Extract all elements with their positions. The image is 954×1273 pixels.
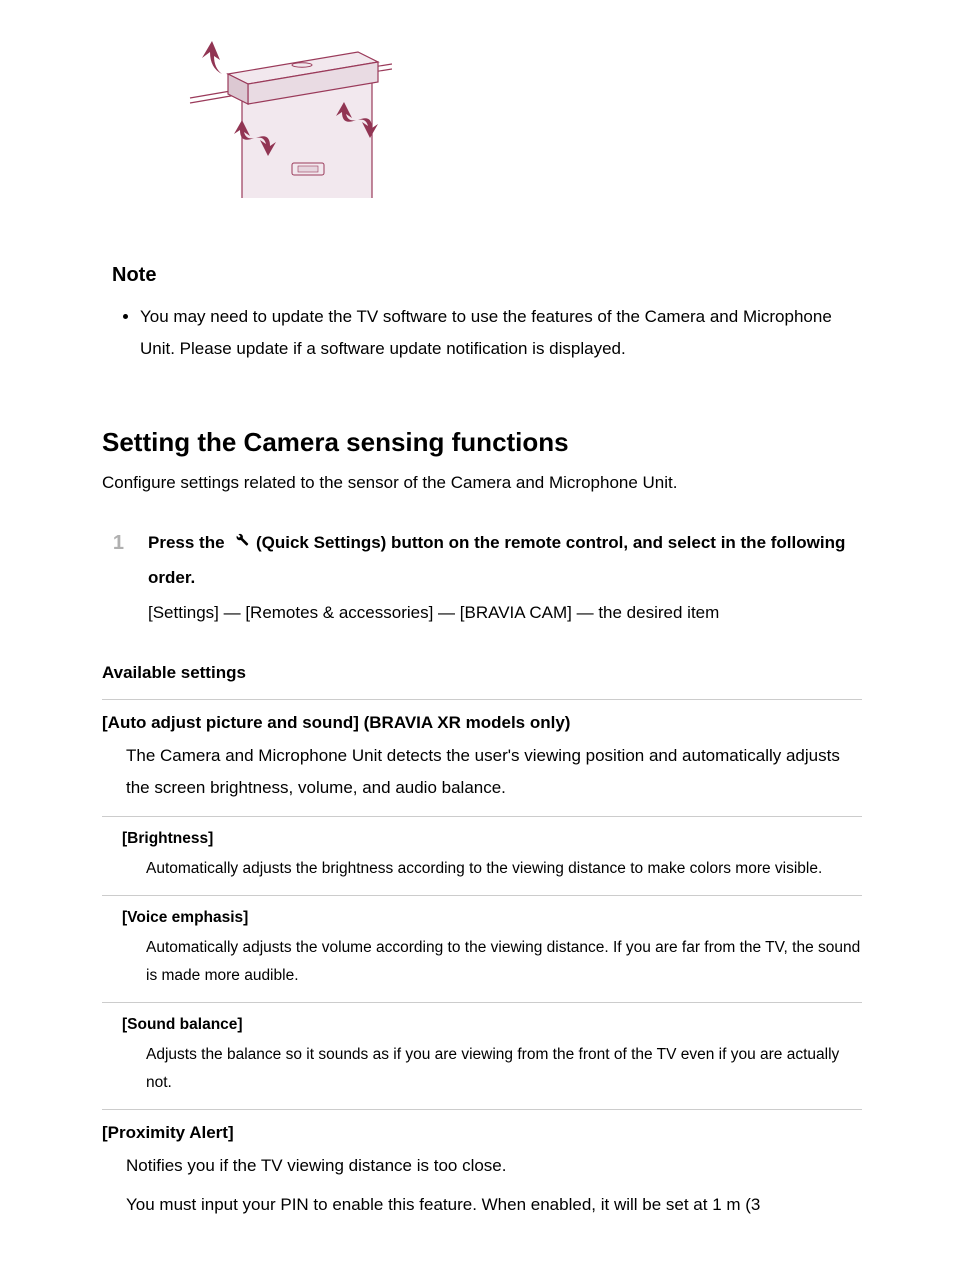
step-pre: Press the — [148, 533, 229, 552]
setting-desc-2: You must input your PIN to enable this f… — [126, 1189, 862, 1221]
step-1: 1 Press the (Quick Settings) button on t… — [102, 526, 862, 626]
setting-auto-adjust: [Auto adjust picture and sound] (BRAVIA … — [102, 699, 862, 817]
page: Note You may need to update the TV softw… — [0, 38, 954, 1273]
section-lead: Configure settings related to the sensor… — [102, 470, 862, 496]
setting-desc: Adjusts the balance so it sounds as if y… — [146, 1041, 862, 1097]
available-settings-heading: Available settings — [102, 660, 862, 686]
setting-desc: Automatically adjusts the brightness acc… — [146, 855, 862, 883]
camera-unit-illustration — [162, 38, 392, 198]
step-body: Press the (Quick Settings) button on the… — [148, 526, 862, 626]
note-list-item: You may need to update the TV software t… — [140, 301, 862, 366]
note-heading: Note — [112, 260, 862, 291]
setting-desc: The Camera and Microphone Unit detects t… — [126, 740, 862, 805]
setting-voice-emphasis: [Voice emphasis] Automatically adjusts t… — [102, 895, 862, 1002]
setting-name: [Brightness] — [122, 827, 862, 851]
section-title: Setting the Camera sensing functions — [102, 422, 862, 462]
step-instruction: Press the (Quick Settings) button on the… — [148, 526, 862, 594]
wrench-icon — [231, 526, 249, 558]
setting-desc: Notifies you if the TV viewing distance … — [126, 1150, 862, 1182]
step-number: 1 — [102, 528, 124, 559]
step-post: (Quick Settings) button on the remote co… — [148, 533, 845, 586]
note-list: You may need to update the TV software t… — [120, 301, 862, 366]
step-path: [Settings] — [Remotes & accessories] — [… — [148, 600, 862, 626]
setting-name: [Voice emphasis] — [122, 906, 862, 930]
sub-settings: [Brightness] Automatically adjusts the b… — [102, 816, 862, 1109]
setting-name: [Sound balance] — [122, 1013, 862, 1037]
setting-proximity-alert: [Proximity Alert] Notifies you if the TV… — [102, 1109, 862, 1233]
setting-sound-balance: [Sound balance] Adjusts the balance so i… — [102, 1002, 862, 1109]
setting-desc: Automatically adjusts the volume accordi… — [146, 934, 862, 990]
setting-name: [Proximity Alert] — [102, 1120, 862, 1146]
setting-name: [Auto adjust picture and sound] (BRAVIA … — [102, 710, 862, 736]
setting-brightness: [Brightness] Automatically adjusts the b… — [102, 816, 862, 895]
